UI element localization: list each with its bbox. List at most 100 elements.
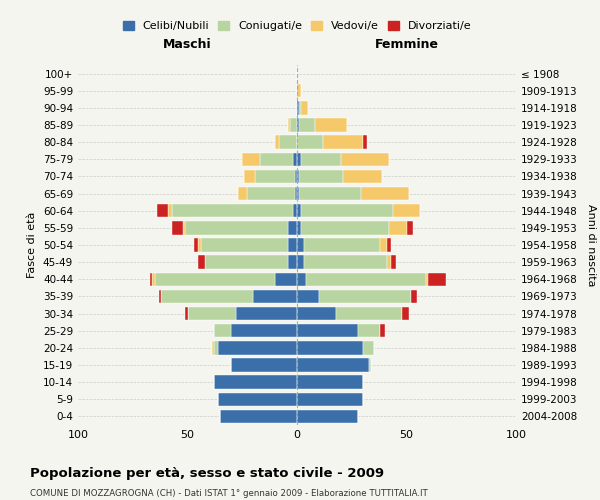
Bar [407, 221, 413, 234]
Bar [159, 290, 161, 303]
Bar [380, 324, 385, 338]
Bar [275, 272, 297, 286]
Bar [247, 187, 295, 200]
Bar [232, 324, 297, 338]
Bar [172, 221, 183, 234]
Bar [187, 307, 236, 320]
Bar [306, 272, 426, 286]
Bar [297, 392, 362, 406]
Y-axis label: Anni di nascita: Anni di nascita [586, 204, 596, 286]
Bar [394, 204, 419, 218]
Bar [380, 238, 387, 252]
Bar [236, 307, 297, 320]
Text: Maschi: Maschi [163, 38, 212, 52]
Text: COMUNE DI MOZZAGROGNA (CH) - Dati ISTAT 1° gennaio 2009 - Elaborazione TUTTITALI: COMUNE DI MOZZAGROGNA (CH) - Dati ISTAT … [30, 489, 428, 498]
Y-axis label: Fasce di età: Fasce di età [28, 212, 37, 278]
Bar [362, 136, 367, 149]
Bar [214, 341, 218, 354]
Bar [275, 136, 280, 149]
Bar [288, 238, 297, 252]
Bar [293, 204, 297, 218]
Bar [299, 187, 361, 200]
Bar [214, 376, 297, 389]
Bar [362, 341, 374, 354]
Bar [301, 204, 394, 218]
Bar [301, 101, 308, 114]
Bar [297, 170, 299, 183]
Bar [256, 170, 295, 183]
Bar [297, 152, 301, 166]
Bar [426, 272, 428, 286]
Bar [314, 118, 347, 132]
Bar [391, 256, 395, 269]
Legend: Celibi/Nubili, Coniugati/e, Vedovi/e, Divorziati/e: Celibi/Nubili, Coniugati/e, Vedovi/e, Di… [118, 16, 476, 36]
Bar [297, 204, 301, 218]
Bar [304, 256, 387, 269]
Bar [297, 187, 299, 200]
Bar [199, 256, 205, 269]
Bar [402, 307, 409, 320]
Bar [358, 324, 380, 338]
Bar [297, 118, 299, 132]
Bar [295, 187, 297, 200]
Bar [299, 170, 343, 183]
Bar [220, 410, 297, 423]
Bar [295, 170, 297, 183]
Bar [185, 307, 187, 320]
Bar [319, 290, 411, 303]
Bar [157, 204, 168, 218]
Bar [161, 290, 253, 303]
Bar [411, 290, 418, 303]
Bar [323, 136, 362, 149]
Bar [288, 221, 297, 234]
Bar [168, 204, 172, 218]
Bar [218, 392, 297, 406]
Bar [172, 204, 293, 218]
Bar [361, 187, 409, 200]
Bar [428, 272, 446, 286]
Bar [297, 324, 358, 338]
Bar [288, 118, 290, 132]
Bar [290, 118, 297, 132]
Bar [301, 152, 341, 166]
Bar [242, 152, 260, 166]
Bar [280, 136, 297, 149]
Bar [341, 152, 389, 166]
Bar [238, 187, 247, 200]
Bar [218, 341, 297, 354]
Bar [387, 238, 391, 252]
Bar [299, 101, 301, 114]
Bar [183, 221, 185, 234]
Bar [150, 272, 152, 286]
Bar [200, 238, 288, 252]
Bar [297, 136, 323, 149]
Bar [232, 358, 297, 372]
Bar [337, 307, 402, 320]
Bar [212, 341, 214, 354]
Bar [343, 170, 382, 183]
Bar [387, 256, 391, 269]
Bar [297, 84, 301, 98]
Bar [288, 256, 297, 269]
Bar [205, 256, 288, 269]
Bar [152, 272, 155, 286]
Bar [297, 238, 304, 252]
Bar [297, 221, 301, 234]
Text: Femmine: Femmine [374, 38, 439, 52]
Bar [297, 290, 319, 303]
Bar [297, 410, 358, 423]
Bar [297, 358, 369, 372]
Bar [297, 272, 306, 286]
Bar [297, 341, 362, 354]
Bar [389, 221, 407, 234]
Bar [214, 324, 232, 338]
Bar [199, 238, 200, 252]
Bar [260, 152, 293, 166]
Bar [155, 272, 275, 286]
Text: Popolazione per età, sesso e stato civile - 2009: Popolazione per età, sesso e stato civil… [30, 468, 384, 480]
Bar [293, 152, 297, 166]
Bar [244, 170, 256, 183]
Bar [253, 290, 297, 303]
Bar [297, 101, 299, 114]
Bar [185, 221, 288, 234]
